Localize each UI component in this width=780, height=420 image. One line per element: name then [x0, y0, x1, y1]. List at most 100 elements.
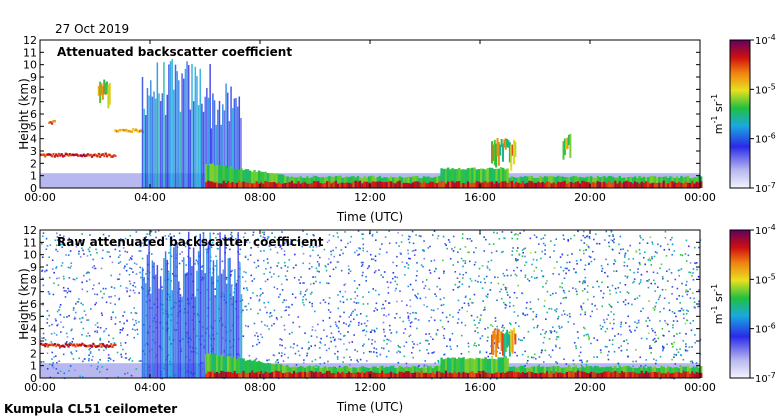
boundary-layer-cell: [262, 171, 265, 188]
precip-streak: [181, 73, 183, 188]
noise-speck: [299, 293, 302, 295]
noise-speck: [607, 314, 610, 316]
noise-speck: [76, 300, 79, 303]
noise-speck: [471, 301, 473, 304]
noise-speck: [259, 295, 261, 297]
surface-layer-cell: [552, 373, 555, 378]
noise-speck: [298, 354, 301, 357]
surface-layer-cell: [227, 371, 230, 378]
surface-layer-cell: [669, 181, 672, 188]
noise-speck: [509, 322, 511, 324]
noise-speck: [101, 296, 104, 299]
noise-speck: [384, 236, 387, 238]
noise-speck: [626, 276, 629, 279]
surface-layer-cell: [356, 181, 360, 188]
noise-speck: [328, 347, 330, 350]
surface-layer-cell: [532, 182, 536, 188]
noise-speck: [604, 345, 607, 348]
noise-speck: [567, 240, 570, 242]
noise-speck: [557, 336, 560, 338]
noise-speck: [120, 353, 122, 356]
noise-speck: [430, 309, 433, 311]
boundary-layer-cell: [233, 168, 236, 188]
surface-layer-cell: [260, 370, 263, 378]
noise-speck: [657, 337, 660, 340]
noise-speck: [379, 248, 381, 250]
noise-speck: [618, 252, 621, 255]
noise-speck: [437, 308, 439, 310]
precip-streak: [164, 114, 167, 188]
surface-layer-cell: [583, 371, 586, 378]
noise-speck: [324, 301, 327, 304]
noise-speck: [168, 296, 171, 298]
cloud-layer-cell: [112, 343, 116, 347]
noise-speck: [297, 316, 299, 318]
noise-speck: [135, 231, 138, 233]
boundary-layer-cell: [440, 357, 443, 378]
noise-speck: [133, 336, 136, 339]
noise-speck: [426, 305, 428, 308]
noise-speck: [624, 254, 626, 257]
surface-layer-cell: [284, 372, 287, 378]
surface-layer-cell: [568, 371, 571, 378]
surface-layer-cell: [539, 182, 542, 188]
noise-speck: [583, 327, 586, 330]
boundary-layer-cell: [264, 363, 267, 378]
surface-layer-cell: [585, 182, 588, 188]
surface-layer-cell: [495, 372, 498, 378]
noise-speck: [562, 310, 565, 312]
noise-speck: [682, 340, 685, 342]
noise-speck: [576, 293, 578, 296]
precip-streak: [143, 277, 145, 378]
precip-streak: [186, 272, 188, 378]
surface-layer-cell: [678, 181, 681, 188]
noise-speck: [640, 365, 642, 367]
noise-speck: [181, 260, 184, 262]
noise-speck: [120, 342, 122, 344]
noise-speck: [435, 295, 438, 297]
surface-layer-cell: [350, 183, 353, 188]
boundary-layer-cell: [308, 178, 311, 188]
boundary-layer-cell: [266, 362, 269, 378]
noise-speck: [170, 255, 173, 258]
noise-speck: [656, 252, 658, 254]
noise-speck: [138, 321, 140, 323]
noise-speck: [283, 324, 286, 327]
noise-speck: [608, 339, 611, 342]
noise-speck: [311, 291, 313, 294]
x-tick-label: 08:00: [244, 191, 276, 204]
cloud-layer-cell: [92, 342, 95, 346]
noise-speck: [42, 284, 45, 287]
noise-speck: [475, 246, 477, 249]
noise-speck: [365, 280, 368, 282]
noise-speck: [293, 253, 296, 256]
noise-speck: [414, 249, 417, 251]
noise-speck: [497, 282, 500, 285]
noise-speck: [60, 243, 62, 246]
noise-speck: [356, 359, 358, 362]
surface-layer-cell: [462, 183, 465, 188]
cloud-cell: [511, 144, 514, 156]
noise-speck: [596, 356, 599, 358]
noise-speck: [596, 339, 599, 341]
noise-speck: [418, 235, 421, 237]
noise-speck: [126, 263, 128, 266]
noise-speck: [493, 342, 496, 344]
noise-speck: [585, 364, 588, 366]
noise-speck: [428, 333, 431, 335]
noise-speck: [408, 241, 411, 244]
noise-speck: [561, 253, 564, 256]
boundary-layer-cell: [475, 169, 478, 188]
surface-layer-cell: [387, 373, 390, 378]
noise-speck: [284, 275, 287, 277]
noise-speck: [257, 335, 259, 338]
boundary-layer-cell: [473, 167, 476, 188]
precip-streak: [235, 282, 238, 378]
noise-speck: [614, 260, 617, 263]
precip-streak: [179, 111, 182, 188]
noise-speck: [287, 266, 289, 269]
noise-speck: [241, 276, 244, 278]
cloud-layer-cell: [42, 343, 45, 346]
noise-speck: [131, 255, 133, 258]
noise-speck: [119, 261, 122, 263]
